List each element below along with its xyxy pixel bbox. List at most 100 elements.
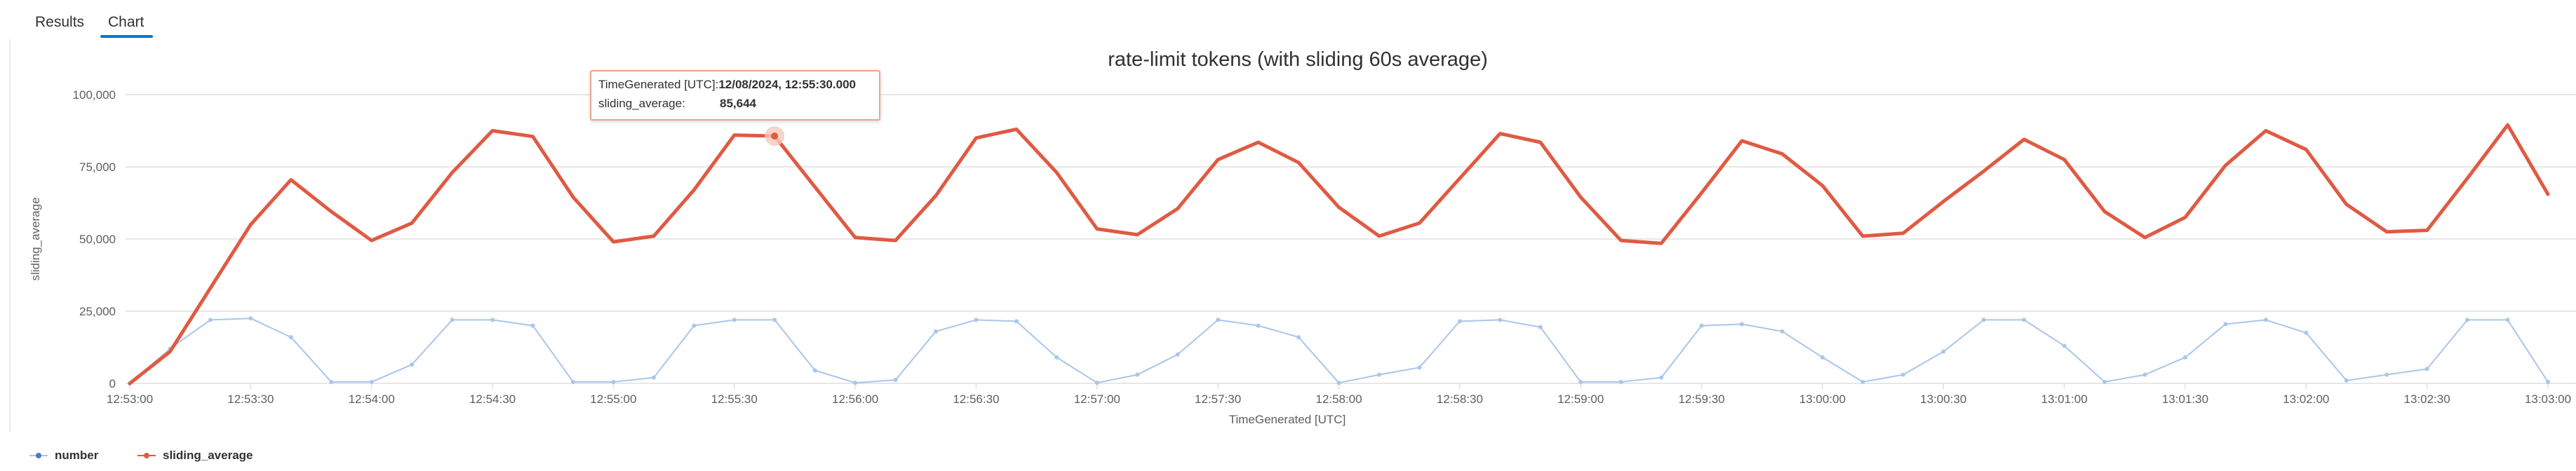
data-point-number <box>853 381 858 385</box>
x-tick-label: 12:54:00 <box>349 392 395 406</box>
tooltip-key-sliding-average: sliding_average: <box>598 97 685 110</box>
data-point-number <box>1014 319 1019 324</box>
x-tick-label: 13:02:00 <box>2283 392 2329 406</box>
y-tick-label: 0 <box>109 377 116 390</box>
hover-point <box>771 132 779 140</box>
data-point-number <box>2465 318 2470 322</box>
data-point-number <box>2022 318 2027 322</box>
x-tick-label: 12:57:00 <box>1074 392 1120 406</box>
data-point-number <box>2344 378 2349 383</box>
data-point-number <box>450 318 455 322</box>
data-point-number <box>1659 375 1664 380</box>
data-point-number <box>208 318 213 322</box>
data-point-number <box>1981 318 1986 322</box>
x-tick-label: 12:54:30 <box>469 392 516 406</box>
series-line-sliding-average <box>128 123 2550 385</box>
x-tick-label: 12:57:30 <box>1195 392 1241 406</box>
legend-dot-sliding-average <box>144 453 149 458</box>
data-point-number <box>530 323 535 328</box>
x-tick-label: 12:58:30 <box>1437 392 1483 406</box>
tooltip-value-sliding-average: 85,644 <box>720 97 756 110</box>
data-point-number <box>611 379 616 384</box>
data-point-number <box>1336 381 1341 385</box>
x-tick-label: 12:53:30 <box>227 392 274 406</box>
chart-title: rate-limit tokens (with sliding 60s aver… <box>1108 48 1488 71</box>
data-point-number <box>1699 323 1704 328</box>
data-point-number <box>2062 343 2067 348</box>
data-point-number <box>1900 372 1905 377</box>
legend-label-sliding-average: sliding_average <box>163 449 253 462</box>
x-tick-label: 12:53:00 <box>107 392 153 406</box>
data-point-number <box>812 368 817 373</box>
data-point-number <box>410 362 415 367</box>
y-axis-label: sliding_average <box>29 197 42 280</box>
data-point-number <box>1780 329 1785 334</box>
x-axis-label: TimeGenerated [UTC] <box>1229 413 1346 426</box>
data-point-number <box>288 335 293 340</box>
data-point-number <box>248 316 253 321</box>
x-tick-label: 12:59:30 <box>1678 392 1724 406</box>
data-point-number <box>2384 372 2389 377</box>
data-point-number <box>692 323 697 328</box>
data-point-number <box>490 318 495 322</box>
panel-divider <box>9 39 11 432</box>
data-point-number <box>2304 330 2309 335</box>
x-tick-label: 12:56:30 <box>953 392 999 406</box>
data-point-number <box>1135 372 1140 377</box>
x-tick-label: 12:55:30 <box>711 392 758 406</box>
tab-bar: Results Chart <box>0 0 2576 39</box>
data-point-number <box>1094 381 1099 385</box>
data-point-number <box>2142 372 2147 377</box>
legend-item-number[interactable]: number <box>29 449 98 463</box>
tooltip-value-time: 12/08/2024, 12:55:30.000 <box>718 78 856 91</box>
data-point-number <box>1860 379 1865 384</box>
data-point-number <box>2102 379 2107 384</box>
y-axis-ticks: 0 25,000 50,000 75,000 100,000 <box>73 88 116 390</box>
x-tick-label: 12:56:00 <box>832 392 878 406</box>
data-point-number <box>1457 319 1462 324</box>
data-point-number <box>1376 372 1381 377</box>
y-tick-label: 50,000 <box>79 233 116 246</box>
y-tick-label: 25,000 <box>79 305 116 318</box>
x-tick-label: 13:01:30 <box>2162 392 2208 406</box>
data-point-number <box>329 379 334 384</box>
data-point-number <box>2263 318 2268 322</box>
data-point-number <box>1498 318 1503 322</box>
series-line-number <box>129 318 2549 384</box>
legend-dot-number <box>36 453 41 458</box>
x-tick-label: 13:00:30 <box>1920 392 1966 406</box>
data-point-number <box>2424 367 2429 371</box>
hover-highlight <box>765 126 785 146</box>
y-tick-label: 100,000 <box>73 88 116 102</box>
tab-chart[interactable]: Chart <box>108 14 145 30</box>
data-point-number <box>974 318 979 322</box>
line-dot-icon <box>137 451 156 460</box>
data-point-number <box>2223 322 2228 327</box>
x-tick-label: 12:59:00 <box>1557 392 1604 406</box>
tab-results[interactable]: Results <box>35 14 85 30</box>
x-tick-label: 13:03:00 <box>2525 392 2571 406</box>
x-tick-label: 13:02:30 <box>2404 392 2450 406</box>
data-point-number <box>2182 355 2187 360</box>
y-tick-label: 75,000 <box>79 161 116 174</box>
chart-gridlines <box>126 94 2576 384</box>
legend-item-sliding-average[interactable]: sliding_average <box>137 449 253 463</box>
data-point-number <box>369 379 374 384</box>
data-point-number <box>1740 322 1744 327</box>
data-point-number <box>1941 349 1946 354</box>
data-point-number <box>651 375 656 380</box>
data-point-number <box>1538 325 1543 329</box>
data-point-number <box>1216 318 1221 322</box>
data-point-number <box>1820 355 1825 360</box>
data-point-number <box>2546 379 2550 384</box>
chart-tooltip: TimeGenerated [UTC]:12/08/2024, 12:55:30… <box>590 70 880 121</box>
line-dot-icon <box>29 451 48 460</box>
data-point-number <box>934 329 938 334</box>
x-tick-label: 13:01:00 <box>2041 392 2088 406</box>
x-tick-label: 12:58:00 <box>1315 392 1362 406</box>
data-point-number <box>1296 335 1301 340</box>
data-point-number <box>2505 318 2510 322</box>
data-point-number <box>570 379 575 384</box>
data-point-number <box>732 318 737 322</box>
